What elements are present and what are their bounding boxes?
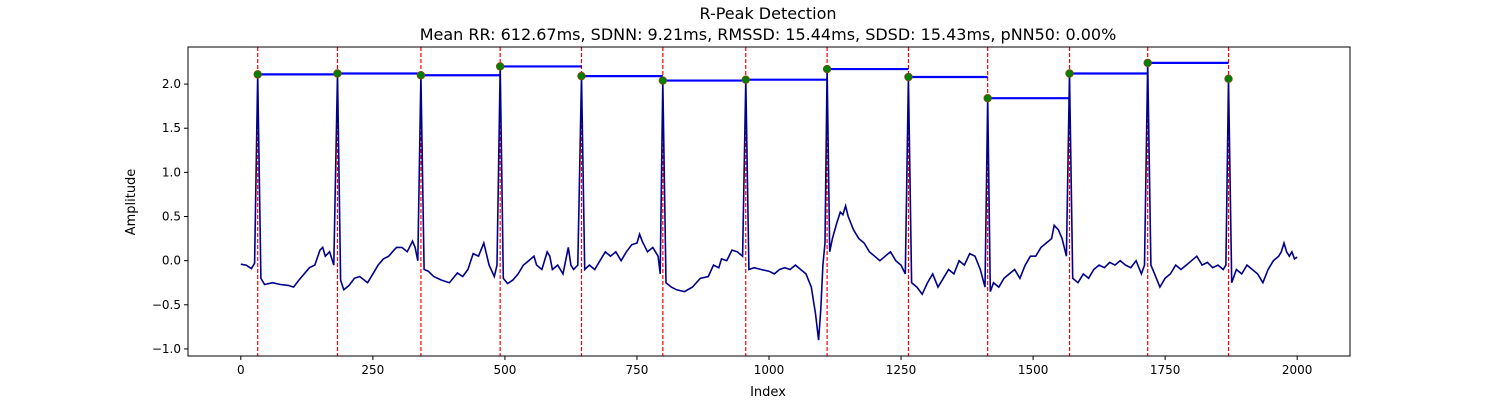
x-tick-label-8: 2000 bbox=[1282, 363, 1313, 377]
peak-marker-4 bbox=[577, 71, 586, 81]
peak-marker-10 bbox=[1065, 69, 1074, 78]
x-axis: 0 250 500 750 1000 1250 1500 1750 2000 bbox=[237, 356, 1312, 377]
peak-marker-9 bbox=[983, 94, 992, 103]
ecg-signal-line bbox=[240, 62, 1298, 341]
y-tick-label-3: 0.5 bbox=[162, 210, 181, 224]
y-tick-label-6: 2.0 bbox=[162, 77, 181, 91]
peak-marker-2 bbox=[416, 71, 426, 80]
x-tick-label-4: 1000 bbox=[754, 363, 785, 377]
x-axis-label: Index bbox=[750, 385, 786, 400]
plot-area bbox=[188, 47, 1350, 356]
y-tick-label-1: −0.5 bbox=[152, 298, 181, 312]
y-axis: −1.0 −0.5 0.0 0.5 1.0 1.5 2.0 bbox=[152, 77, 188, 356]
peak-marker-group bbox=[253, 58, 1233, 103]
y-tick-label-4: 1.0 bbox=[162, 165, 181, 179]
x-tick-label-2: 500 bbox=[493, 363, 516, 377]
x-tick-label-6: 1500 bbox=[1018, 363, 1049, 377]
y-tick-label-0: −1.0 bbox=[152, 342, 181, 356]
x-tick-label-1: 250 bbox=[361, 363, 384, 377]
rr-interval-group bbox=[257, 61, 1229, 100]
peak-marker-12 bbox=[1224, 74, 1233, 83]
y-tick-label-5: 1.5 bbox=[162, 121, 181, 135]
peak-marker-5 bbox=[658, 76, 668, 85]
x-tick-label-3: 750 bbox=[626, 363, 649, 377]
y-tick-label-2: 0.0 bbox=[162, 254, 181, 268]
peak-marker-6 bbox=[741, 75, 750, 84]
x-tick-label-0: 0 bbox=[237, 363, 245, 377]
chart-title: R-Peak Detection bbox=[699, 4, 836, 23]
y-axis-label: Amplitude bbox=[124, 169, 139, 236]
peak-marker-8 bbox=[904, 72, 913, 82]
peak-marker-7 bbox=[822, 64, 832, 74]
peak-marker-1 bbox=[333, 69, 342, 78]
x-tick-label-7: 1750 bbox=[1150, 363, 1181, 377]
peak-marker-3 bbox=[495, 62, 505, 71]
peak-marker-0 bbox=[253, 70, 262, 79]
peak-marker-11 bbox=[1143, 58, 1152, 68]
x-tick-label-5: 1250 bbox=[886, 363, 917, 377]
chart-subtitle: Mean RR: 612.67ms, SDNN: 9.21ms, RMSSD: … bbox=[420, 25, 1117, 44]
